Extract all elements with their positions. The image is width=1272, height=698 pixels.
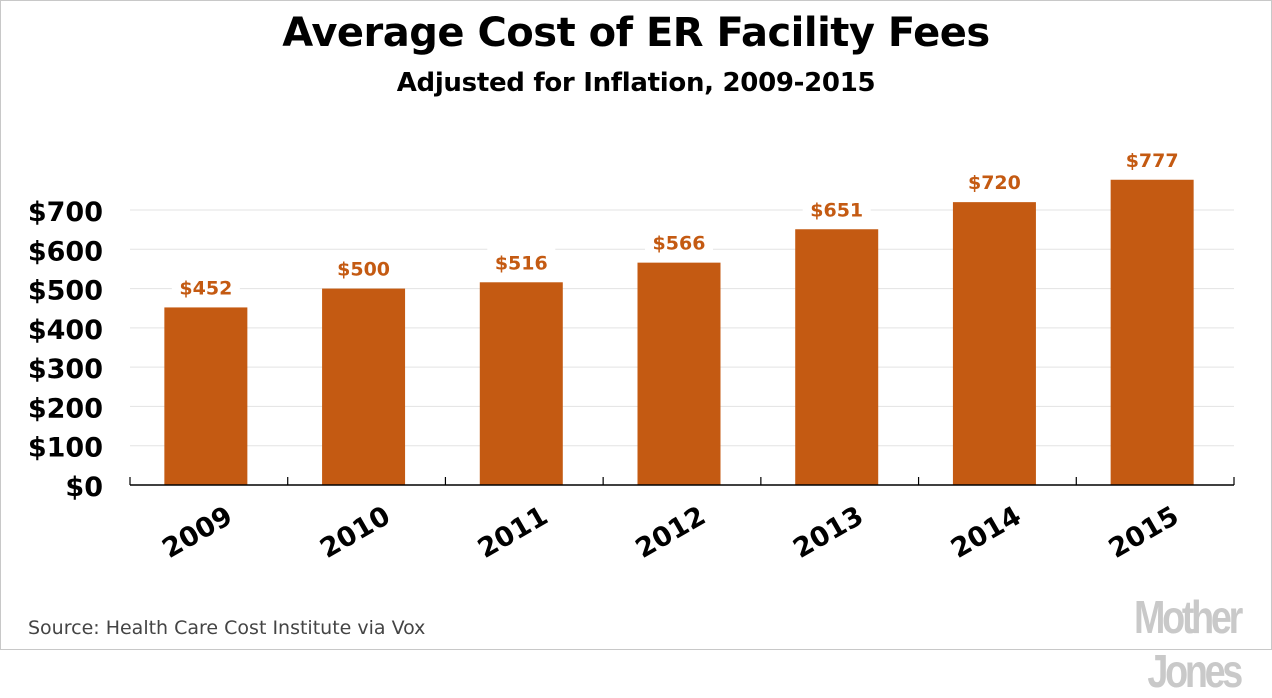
data-label: $516 [495, 252, 548, 274]
x-tick-label: 2011 [473, 500, 554, 564]
data-label-background [171, 273, 240, 298]
data-label-background [802, 195, 871, 220]
bar [637, 262, 721, 485]
data-label: $500 [337, 259, 390, 281]
y-tick-label: $300 [28, 354, 103, 385]
data-label-background [960, 168, 1029, 193]
y-tick-label: $100 [28, 433, 103, 464]
bar [322, 288, 406, 485]
source-note: Source: Health Care Cost Institute via V… [28, 617, 426, 639]
x-tick-label: 2010 [315, 500, 396, 564]
x-tick-label: 2015 [1104, 500, 1185, 564]
y-tick-label: $600 [28, 236, 103, 267]
data-labels: $452 $500 $516 $566 $651 $720 $777 [171, 145, 1187, 299]
data-label: $651 [810, 199, 863, 221]
bar [164, 307, 248, 485]
mother-jones-logo: Mother Jones [1133, 591, 1243, 697]
x-tick-label: 2009 [157, 500, 238, 564]
data-label: $566 [653, 233, 706, 255]
bar [1110, 179, 1194, 485]
data-label: $777 [1126, 150, 1179, 172]
bar [952, 202, 1036, 485]
bar [479, 282, 563, 485]
data-label: $720 [968, 172, 1021, 194]
y-axis-tick-labels: $0 $100 $200 $300 $400 $500 $600 $700 [28, 197, 103, 503]
bars [164, 179, 1194, 485]
y-tick-label: $200 [28, 393, 103, 424]
y-tick-label: $700 [28, 197, 103, 228]
bar-chart: $0$100$200$300$400$500$600$700 $452$500 $… [27, 145, 1235, 565]
x-axis [129, 477, 1235, 486]
data-label-background [487, 248, 556, 273]
x-tick-label: 2012 [630, 500, 711, 564]
data-label-background [1118, 145, 1187, 170]
bar [795, 229, 879, 485]
y-tick-label: $500 [28, 276, 103, 307]
y-tick-label: $400 [28, 315, 103, 346]
x-tick-label: 2013 [788, 500, 869, 564]
chart-subtitle: Adjusted for Inflation, 2009-2015 [396, 68, 876, 98]
x-tick-label: 2014 [946, 500, 1027, 564]
chart-title: Average Cost of ER Facility Fees [282, 10, 990, 56]
data-label: $452 [179, 277, 232, 299]
x-axis-tick-labels: 2009 2010 2011 2012 2013 2014 2015 [157, 500, 1184, 564]
data-label-background [329, 254, 398, 279]
data-label-background [645, 228, 713, 253]
y-tick-label: $0 [65, 472, 103, 503]
